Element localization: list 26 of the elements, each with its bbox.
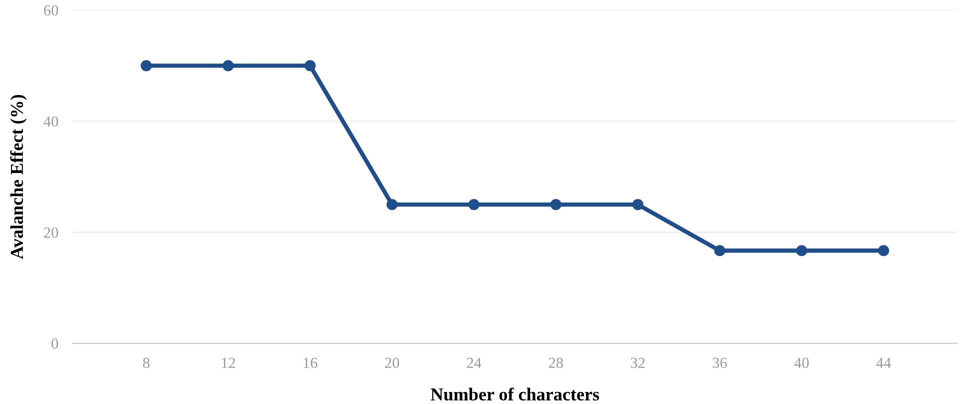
y-axis-title: Avalanche Effect (%) — [10, 94, 27, 260]
x-tick-label: 16 — [304, 358, 318, 368]
x-tick-label: 44 — [876, 358, 891, 368]
point — [550, 198, 562, 210]
point — [140, 60, 152, 72]
x-tick-label: 40 — [794, 358, 809, 368]
point — [796, 245, 808, 256]
point — [632, 198, 644, 210]
x-tick-label: 24 — [466, 358, 482, 368]
x-tick-label: 36 — [712, 358, 727, 368]
x-tick-label: 32 — [630, 358, 645, 368]
point — [468, 198, 480, 210]
point — [386, 198, 398, 210]
point — [878, 245, 890, 256]
x-tick-label: 8 — [143, 358, 150, 368]
x-tick-label: 20 — [385, 358, 400, 368]
point — [304, 60, 316, 72]
x-tick-label: 28 — [548, 358, 563, 368]
y-tick-label: 60 — [44, 5, 58, 16]
x-axis-title: Number of characters — [430, 388, 600, 401]
y-tick-label: 20 — [44, 227, 58, 238]
point — [222, 60, 234, 72]
point — [714, 245, 726, 256]
y-tick-label: 0 — [52, 338, 58, 349]
y-tick-label: 40 — [44, 116, 58, 127]
x-tick-label: 12 — [222, 358, 235, 368]
